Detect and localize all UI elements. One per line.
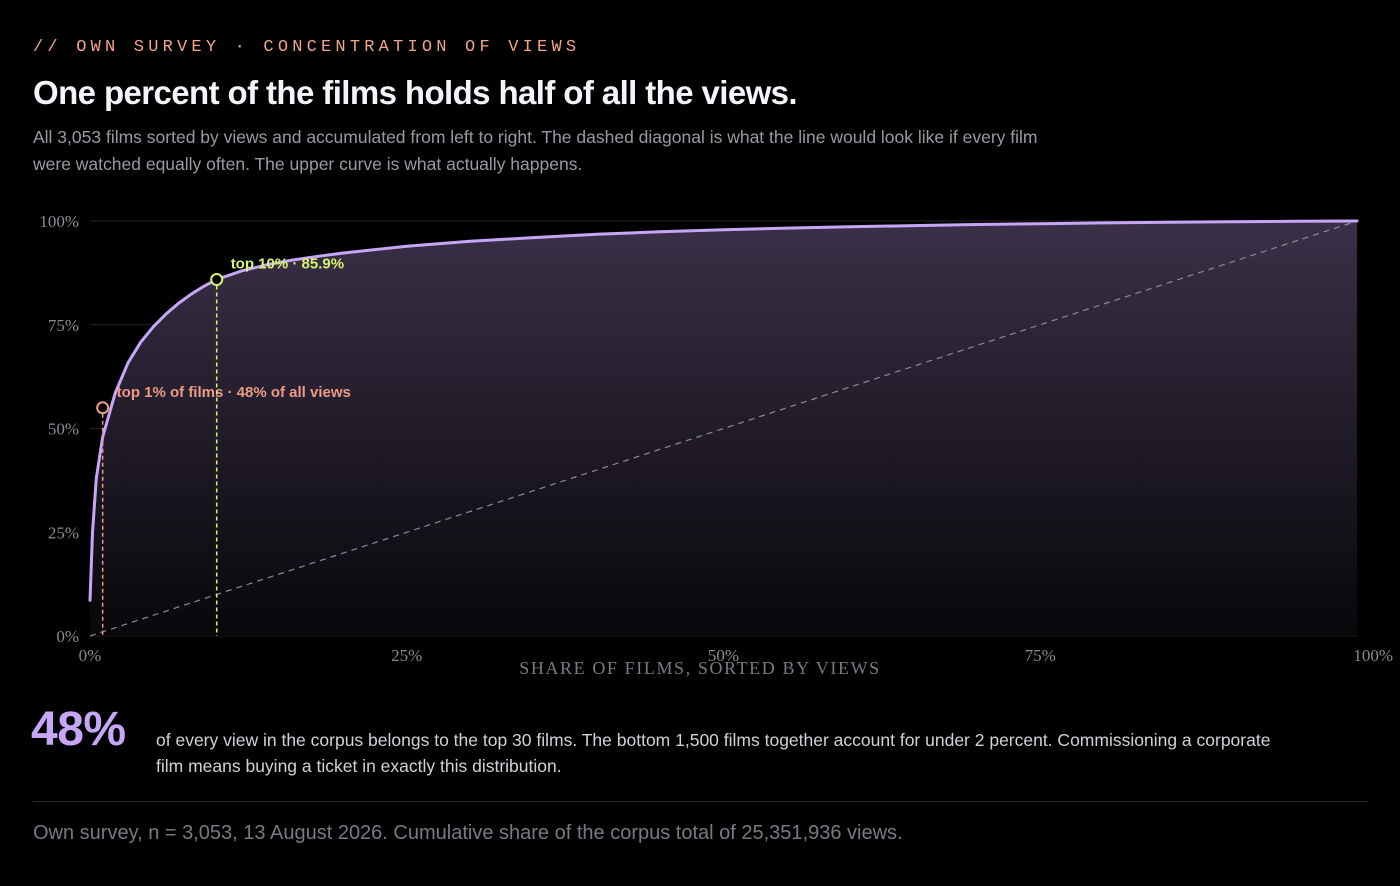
y-tick-label: 100% [39,212,79,231]
x-axis-ticks: 0% 25% 50% 75% 100% [79,646,1393,665]
annotations-group: top 1% of films · 48% of all views top 10… [96,256,351,636]
x-tick-label: 75% [1025,646,1056,665]
chart-description: All 3,053 films sorted by views and accu… [33,127,1038,174]
eyebrow-label: // OWN SURVEY · CONCENTRATION OF VIEWS [33,38,581,57]
equality-line-group [89,220,1358,637]
cumulative-curve-group [88,219,1359,602]
page-title: One percent of the films holds half of a… [33,74,798,111]
y-tick-label: 25% [48,523,79,542]
x-tick-label: 50% [708,646,739,665]
lorenz-chart: top 1% of films · 48% of all views top 10… [39,212,1393,678]
source-note: Own survey, n = 3,053, 13 August 2026. C… [33,822,903,844]
x-axis-title: SHARE OF FILMS, SORTED BY VIEWS [519,658,881,678]
x-tick-label: 25% [391,646,422,665]
equality-diagonal [89,220,1358,637]
y-tick-label: 50% [48,420,79,439]
y-tick-label: 0% [56,627,79,646]
top10-marker [210,273,224,287]
callout-value: 48% [31,703,126,756]
callout-text: of every view in the corpus belongs to t… [156,730,1271,776]
top1-marker [96,401,110,415]
x-tick-label: 0% [79,646,102,665]
cumulative-curve [88,219,1359,602]
y-tick-label: 75% [48,316,79,335]
footer-divider [33,801,1368,802]
top1-annotation-label: top 1% of films · 48% of all views [117,384,351,401]
top10-annotation-label: top 10% · 85.9% [231,256,344,273]
y-axis-ticks: 0% 25% 50% 75% 100% [39,212,79,646]
x-tick-label: 100% [1353,646,1393,665]
